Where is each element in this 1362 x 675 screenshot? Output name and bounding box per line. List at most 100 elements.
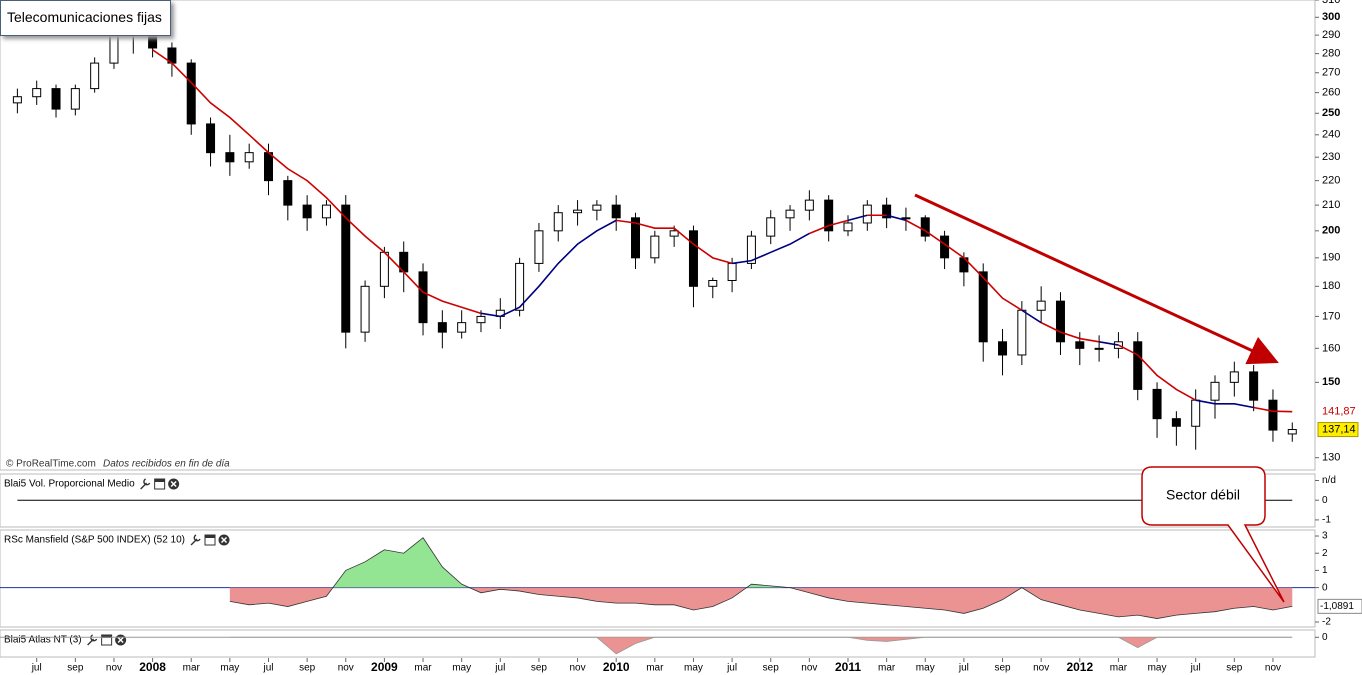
x-tick-label: mar — [414, 663, 432, 674]
x-tick-label: sep — [994, 663, 1011, 674]
x-tick-label: sep — [67, 663, 84, 674]
x-tick-label: jul — [958, 663, 969, 674]
x-tick-label: jul — [494, 663, 505, 674]
candle-body — [263, 152, 273, 182]
candle-body — [882, 204, 892, 219]
y-tick-label: 1 — [1322, 565, 1328, 576]
candle-body — [12, 96, 22, 104]
y-tick-label: -2 — [1322, 617, 1331, 628]
note: Datos recibidos en fin de día — [103, 459, 230, 470]
candle-body — [51, 88, 61, 110]
y-tick-label: 130 — [1322, 452, 1340, 464]
candle-body — [109, 34, 119, 64]
price-pane — [0, 0, 1316, 471]
moving-average — [1195, 399, 1254, 409]
y-tick-label: 170 — [1322, 310, 1340, 322]
candle-body — [457, 322, 467, 333]
indicator-line — [229, 636, 1293, 655]
window-bar — [101, 635, 112, 638]
wrench-icon — [140, 478, 151, 490]
moving-average — [616, 219, 733, 265]
candle-body — [1055, 300, 1065, 343]
x-tick-label: mar — [183, 663, 201, 674]
last-label-box — [1317, 598, 1362, 614]
pane-title: Blai5 Atlas NT (3) — [4, 635, 82, 646]
y-tick-label: 0 — [1322, 582, 1328, 593]
candle-body — [1229, 371, 1239, 383]
x-tick-label: nov — [1265, 663, 1281, 674]
candle-body — [341, 204, 351, 333]
candle-body — [206, 123, 216, 154]
y-tick-label: 180 — [1322, 280, 1340, 292]
candle-body — [708, 279, 718, 287]
window-bar — [154, 479, 165, 482]
wrench-icon — [190, 534, 201, 546]
window-bar — [205, 535, 216, 538]
x-tick-label: 2010 — [603, 660, 630, 674]
moving-average — [1098, 341, 1119, 346]
moving-average — [152, 49, 482, 315]
candle-body — [804, 199, 814, 211]
y-tick-label: 280 — [1322, 48, 1340, 60]
candle-body — [843, 222, 853, 232]
candle-body — [1152, 388, 1162, 420]
candle-body — [998, 341, 1008, 356]
x-tick-label: mar — [646, 663, 664, 674]
x-tick-label: 2009 — [371, 660, 398, 674]
y-tick-label: 190 — [1322, 252, 1340, 264]
candle-body — [283, 180, 293, 206]
candle-body — [321, 204, 331, 219]
y-tick-label: 200 — [1322, 225, 1340, 237]
candle-body — [360, 285, 370, 333]
callout-shape — [1141, 466, 1285, 603]
candle-body — [1017, 309, 1027, 356]
moving-average — [847, 214, 868, 222]
x-tick-label: may — [220, 663, 239, 674]
candle-body — [573, 209, 583, 214]
candle-body — [476, 315, 486, 324]
last-label: -1,0891 — [1320, 601, 1354, 612]
moving-average — [731, 232, 810, 265]
candle-body — [32, 88, 42, 98]
candle-body — [1171, 418, 1181, 427]
moving-average — [1253, 406, 1293, 413]
candle-body — [437, 322, 447, 333]
x-tick-label: jul — [726, 663, 737, 674]
candle-body — [978, 271, 988, 343]
y-tick-label: 150 — [1322, 376, 1340, 388]
candle-body — [418, 271, 428, 324]
x-tick-label: nov — [1033, 663, 1049, 674]
candle-body — [302, 204, 312, 219]
trend-arrow — [914, 193, 1279, 365]
candle-body — [244, 152, 254, 163]
x-tick-label: 2011 — [835, 660, 861, 674]
candle-body — [766, 217, 776, 237]
price-label-box — [1317, 422, 1359, 438]
candle-body — [650, 235, 660, 259]
candle-body — [1210, 381, 1220, 401]
x-tick-label: sep — [299, 663, 316, 674]
area-negative — [229, 587, 1293, 619]
candle-body — [1287, 429, 1297, 435]
y-tick-label: 260 — [1322, 87, 1340, 99]
moving-average — [480, 219, 617, 318]
pane-title: RSc Mansfield (S&P 500 INDEX) (52 10) — [4, 535, 185, 546]
x-tick-label: may — [452, 663, 471, 674]
candle-body — [727, 262, 737, 281]
candle-body — [920, 217, 930, 237]
x-tick-label: 2012 — [1066, 660, 1093, 674]
candle-body — [688, 230, 698, 287]
candle-body — [1075, 341, 1085, 349]
candle-body — [534, 230, 544, 264]
y-tick-label: 230 — [1322, 151, 1340, 163]
close-x — [170, 480, 177, 488]
x-tick-label: sep — [1226, 663, 1243, 674]
y-tick-label: 0 — [1322, 495, 1328, 506]
x-tick-label: may — [684, 663, 703, 674]
x-tick-label: may — [1148, 663, 1167, 674]
close-x — [220, 536, 228, 544]
x-tick-label: nov — [106, 663, 122, 674]
x-tick-label: sep — [763, 663, 780, 674]
x-tick-label: nov — [570, 663, 586, 674]
moving-average — [809, 219, 849, 235]
